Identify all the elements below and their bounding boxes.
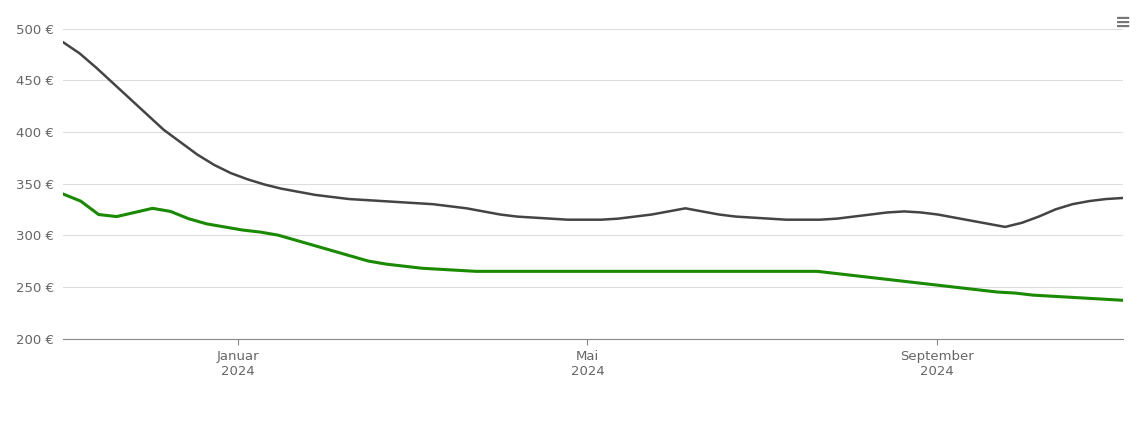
Text: ≡: ≡: [1115, 13, 1131, 32]
